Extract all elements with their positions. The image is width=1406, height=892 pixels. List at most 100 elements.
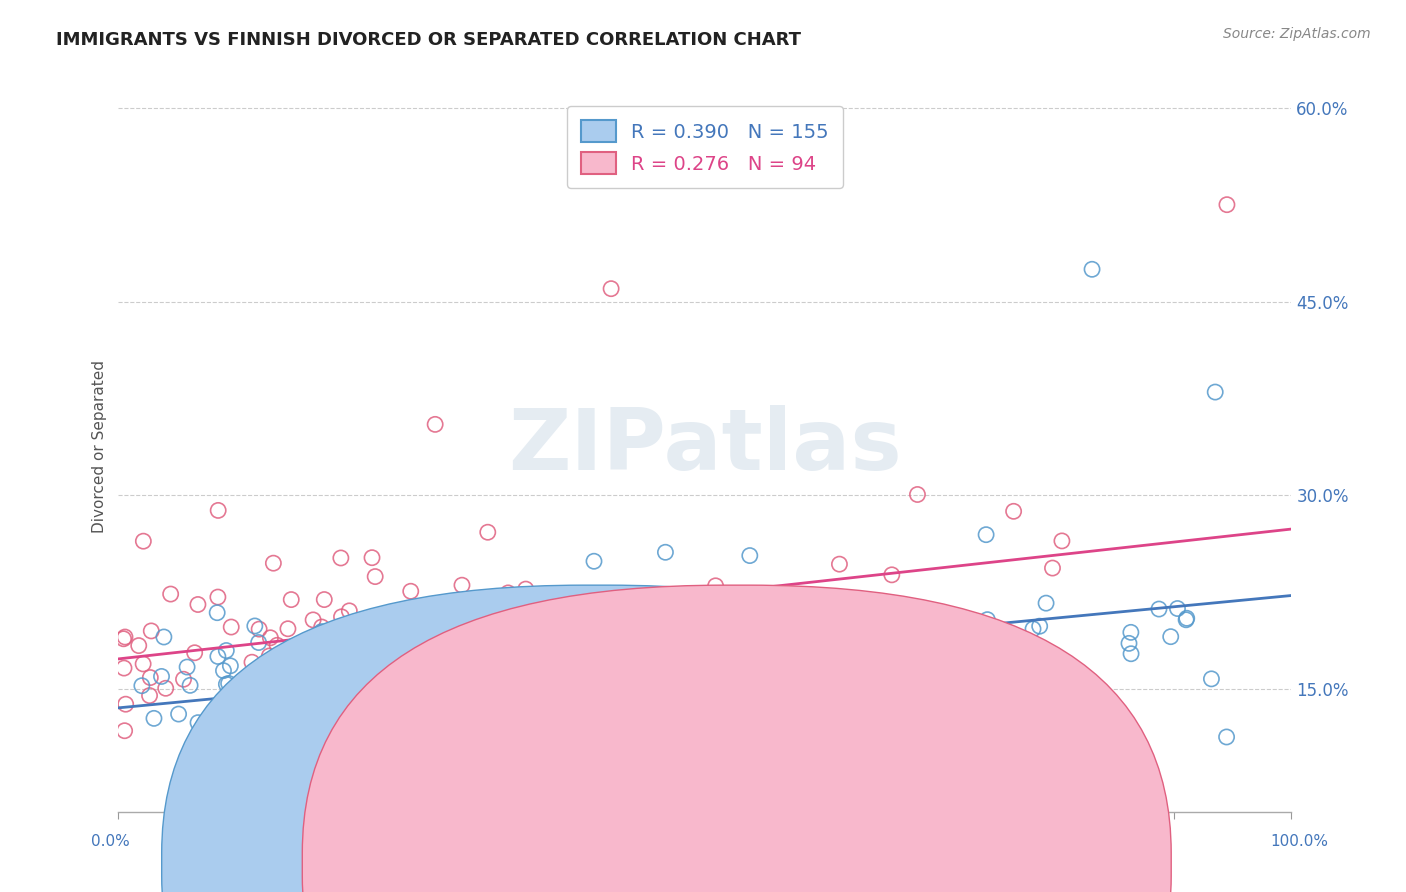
Point	[280, 592, 302, 607]
Point	[780, 680, 803, 694]
Point	[499, 654, 522, 668]
Point	[742, 618, 765, 632]
Point	[219, 620, 242, 634]
Point	[139, 671, 162, 685]
Point	[205, 606, 228, 620]
Point	[219, 658, 242, 673]
Point	[600, 591, 623, 605]
Point	[1002, 504, 1025, 518]
Point	[114, 723, 136, 738]
Text: IMMIGRANTS VS FINNISH DIVORCED OR SEPARATED CORRELATION CHART: IMMIGRANTS VS FINNISH DIVORCED OR SEPARA…	[56, 31, 801, 49]
Point	[510, 611, 533, 625]
Point	[436, 735, 458, 749]
Point	[586, 602, 609, 616]
Point	[307, 690, 329, 704]
Point	[350, 699, 373, 714]
Point	[699, 653, 721, 667]
Point	[692, 609, 714, 624]
Point	[308, 673, 330, 687]
Point	[207, 590, 229, 604]
Point	[259, 631, 281, 645]
Point	[150, 669, 173, 683]
Point	[247, 622, 270, 636]
Point	[517, 674, 540, 689]
Point	[957, 634, 980, 648]
Point	[1119, 625, 1142, 640]
Point	[434, 604, 457, 618]
Point	[510, 670, 533, 684]
Point	[828, 557, 851, 571]
Point	[908, 647, 931, 661]
Point	[472, 685, 495, 699]
Point	[187, 598, 209, 612]
Point	[515, 582, 537, 596]
Point	[897, 653, 920, 667]
Point	[247, 635, 270, 649]
Point	[252, 717, 274, 731]
Point	[456, 648, 478, 663]
Point	[190, 732, 212, 747]
Point	[1081, 262, 1104, 277]
Point	[252, 725, 274, 739]
Point	[405, 607, 427, 622]
Point	[1175, 611, 1198, 625]
Point	[1118, 636, 1140, 650]
Point	[128, 639, 150, 653]
Point	[429, 715, 451, 730]
Point	[266, 638, 288, 652]
Point	[589, 614, 612, 628]
Point	[132, 657, 155, 671]
Point	[875, 671, 897, 685]
Point	[853, 673, 876, 687]
Point	[349, 636, 371, 650]
Point	[716, 650, 738, 665]
Point	[167, 707, 190, 722]
Point	[592, 620, 614, 634]
Point	[474, 723, 496, 737]
Point	[761, 664, 783, 678]
Text: ZIPatlas: ZIPatlas	[508, 406, 901, 489]
Point	[645, 753, 668, 767]
Point	[378, 669, 401, 683]
Point	[266, 754, 288, 768]
Point	[288, 760, 311, 774]
Point	[1035, 596, 1057, 610]
Point	[790, 643, 813, 657]
Point	[377, 701, 399, 715]
Point	[288, 722, 311, 736]
Point	[641, 661, 664, 675]
Point	[509, 698, 531, 713]
Point	[389, 648, 412, 662]
Point	[212, 664, 235, 678]
Point	[451, 578, 474, 592]
Point	[859, 681, 882, 696]
Point	[481, 615, 503, 629]
Point	[537, 621, 560, 635]
Point	[314, 681, 336, 695]
Text: Immigrants: Immigrants	[614, 857, 702, 871]
Point	[215, 677, 238, 691]
Point	[398, 627, 420, 641]
Point	[976, 613, 998, 627]
Point	[974, 527, 997, 541]
Point	[273, 657, 295, 672]
Point	[1204, 385, 1226, 400]
Point	[903, 605, 925, 619]
Point	[314, 642, 336, 657]
Point	[143, 711, 166, 725]
Point	[308, 670, 330, 684]
Point	[346, 699, 368, 714]
Point	[283, 692, 305, 706]
Point	[153, 630, 176, 644]
Point	[1147, 602, 1170, 616]
Point	[243, 619, 266, 633]
Point	[253, 723, 276, 738]
Point	[526, 690, 548, 704]
Point	[589, 714, 612, 729]
Point	[361, 550, 384, 565]
Point	[565, 657, 588, 671]
Point	[550, 637, 572, 651]
Point	[394, 681, 416, 695]
Point	[648, 622, 671, 636]
Point	[582, 554, 605, 568]
